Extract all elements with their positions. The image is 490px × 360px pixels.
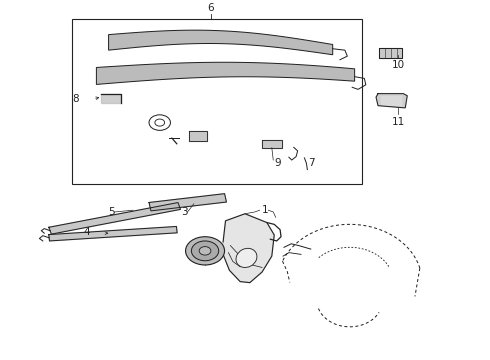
Polygon shape [381, 96, 401, 105]
Polygon shape [49, 203, 180, 234]
Polygon shape [97, 62, 355, 85]
Text: 11: 11 [392, 117, 405, 127]
Text: 1: 1 [262, 205, 269, 215]
Text: 10: 10 [392, 60, 405, 70]
Polygon shape [109, 30, 333, 55]
Ellipse shape [236, 248, 257, 267]
Text: 6: 6 [208, 3, 214, 13]
Polygon shape [262, 140, 282, 148]
Circle shape [192, 241, 219, 261]
Text: 4: 4 [83, 227, 90, 237]
Text: 5: 5 [108, 207, 114, 217]
Circle shape [186, 237, 224, 265]
Text: 7: 7 [308, 158, 315, 167]
Polygon shape [189, 131, 207, 141]
Text: 3: 3 [181, 207, 187, 217]
Polygon shape [49, 226, 177, 241]
Polygon shape [101, 94, 121, 103]
Polygon shape [223, 214, 274, 283]
Text: 9: 9 [275, 158, 281, 167]
Polygon shape [379, 48, 402, 58]
Polygon shape [376, 94, 407, 108]
Text: 8: 8 [72, 94, 79, 104]
Text: 2: 2 [200, 255, 207, 265]
Bar [72, 19, 362, 184]
Polygon shape [149, 194, 226, 211]
Circle shape [199, 247, 211, 255]
